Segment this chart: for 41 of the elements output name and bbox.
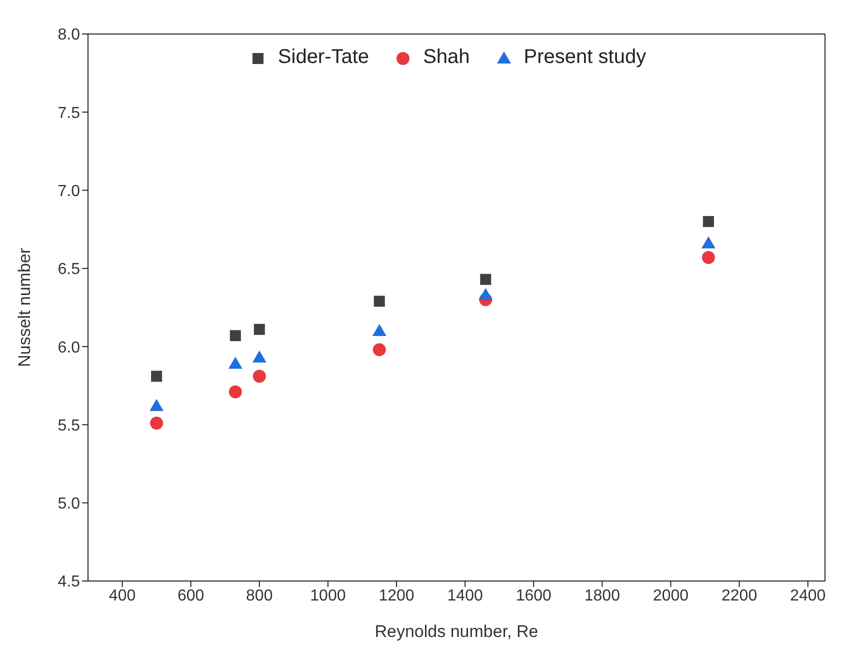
x-tick-label: 1000 [310,587,346,604]
point [230,330,241,342]
legend-label: Present study [524,46,646,69]
x-tick-label: 1200 [378,587,414,604]
x-tick-label: 2200 [722,587,758,604]
point [702,250,715,264]
x-tick-label: 1400 [447,587,483,604]
x-tick-label: 1600 [516,587,552,604]
point [151,370,162,382]
point [150,416,164,430]
y-tick-label: 5.5 [58,417,80,434]
y-tick-label: 8.0 [58,26,80,44]
point [480,274,492,285]
x-axis-title: Reynolds number, Re [374,622,538,641]
point [374,296,385,307]
point [701,236,716,248]
point [372,343,386,356]
x-tick-label: 1800 [584,587,620,604]
x-tick-label: 400 [108,587,136,604]
legend-label: Sider-Tate [278,46,370,69]
point [702,216,714,228]
y-tick-label: 6.5 [58,261,80,278]
point [372,324,386,336]
point [150,398,164,411]
point [252,350,266,363]
x-tick-label: 800 [246,587,273,604]
point [252,370,266,383]
y-tick-label: 7.5 [58,104,80,122]
y-tick-label: 7.0 [58,182,80,200]
x-tick-label: 2400 [790,587,826,604]
y-tick-label: 6.0 [58,339,80,356]
x-tick-label: 2000 [652,587,689,604]
point [228,356,242,369]
y-axis-title: Nusselt number [15,248,34,368]
legend-label: Shah [423,46,470,69]
y-tick-label: 5.0 [58,496,80,513]
point [254,324,265,335]
y-tick-label: 4.5 [58,574,80,591]
x-tick-label: 600 [177,587,204,604]
point [478,288,493,300]
point [228,385,242,398]
